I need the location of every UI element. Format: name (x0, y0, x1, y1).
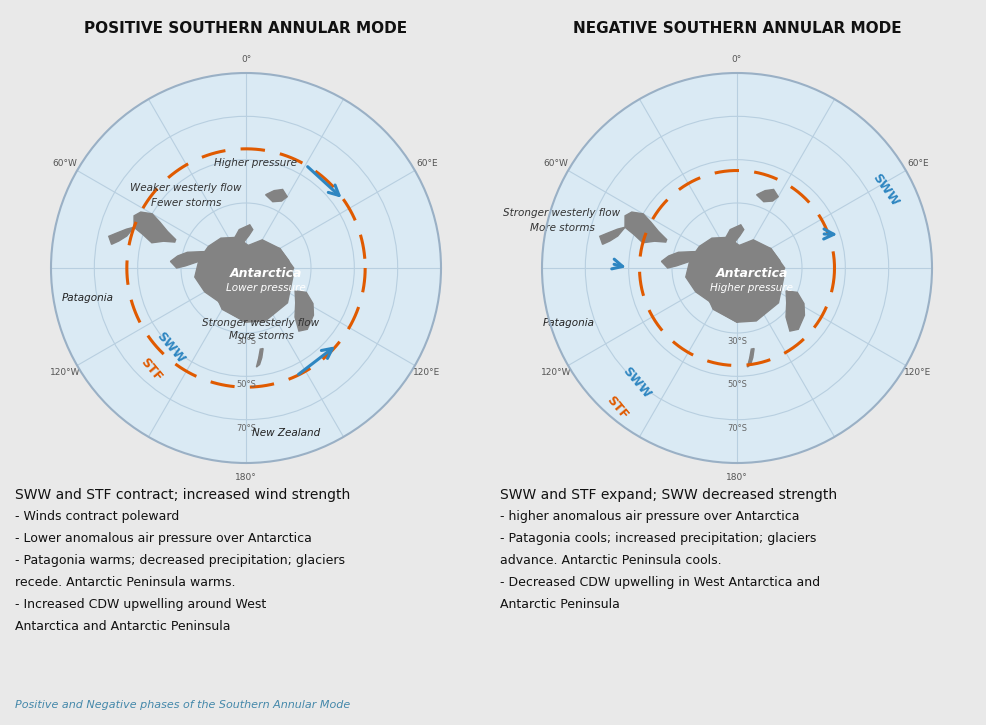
Text: - Winds contract poleward: - Winds contract poleward (15, 510, 179, 523)
Text: STF: STF (603, 394, 630, 422)
Text: 30°S: 30°S (727, 337, 747, 346)
Text: SWW and STF contract; increased wind strength: SWW and STF contract; increased wind str… (15, 488, 350, 502)
Text: 60°W: 60°W (543, 159, 569, 168)
Text: Fewer storms: Fewer storms (151, 198, 221, 208)
Text: Patagonia: Patagonia (543, 318, 595, 328)
Text: Stronger westerly flow: Stronger westerly flow (504, 208, 620, 218)
Text: 70°S: 70°S (727, 423, 747, 433)
Text: Antarctic Peninsula: Antarctic Peninsula (500, 598, 620, 611)
Text: 60°E: 60°E (907, 159, 929, 168)
Polygon shape (203, 240, 294, 322)
Text: Antarctica and Antarctic Peninsula: Antarctica and Antarctic Peninsula (15, 620, 231, 633)
Text: STF: STF (138, 356, 165, 384)
Polygon shape (256, 349, 263, 367)
Polygon shape (662, 252, 702, 268)
Text: 70°S: 70°S (236, 423, 256, 433)
Polygon shape (295, 291, 314, 331)
Text: 120°W: 120°W (49, 368, 80, 377)
Text: 0°: 0° (241, 54, 251, 64)
Polygon shape (694, 240, 785, 322)
Text: 120°E: 120°E (904, 368, 932, 377)
Text: 180°: 180° (235, 473, 257, 481)
Text: 0°: 0° (732, 54, 742, 64)
Polygon shape (599, 227, 625, 244)
Text: SWW: SWW (620, 365, 654, 401)
Polygon shape (195, 238, 293, 322)
Polygon shape (756, 189, 778, 202)
Text: Stronger westerly flow: Stronger westerly flow (202, 318, 319, 328)
Text: More storms: More storms (229, 331, 294, 341)
Text: - Increased CDW upwelling around West: - Increased CDW upwelling around West (15, 598, 266, 611)
Polygon shape (171, 252, 211, 268)
Text: 50°S: 50°S (236, 381, 256, 389)
Text: recede. Antarctic Peninsula warms.: recede. Antarctic Peninsula warms. (15, 576, 236, 589)
Text: 180°: 180° (726, 473, 747, 481)
Text: SWW: SWW (870, 171, 901, 209)
Text: 120°E: 120°E (413, 368, 441, 377)
Polygon shape (686, 238, 784, 322)
Text: 60°W: 60°W (52, 159, 78, 168)
Polygon shape (786, 291, 805, 331)
Text: Weaker westerly flow: Weaker westerly flow (130, 183, 242, 193)
Polygon shape (108, 227, 134, 244)
Circle shape (51, 73, 441, 463)
Text: Patagonia: Patagonia (62, 293, 114, 303)
Text: 120°W: 120°W (540, 368, 571, 377)
Text: Higher pressure: Higher pressure (215, 158, 298, 168)
Polygon shape (747, 349, 754, 367)
Text: More storms: More storms (529, 223, 595, 233)
Text: Higher pressure: Higher pressure (711, 283, 794, 293)
Text: POSITIVE SOUTHERN ANNULAR MODE: POSITIVE SOUTHERN ANNULAR MODE (85, 20, 407, 36)
Text: - Patagonia warms; decreased precipitation; glaciers: - Patagonia warms; decreased precipitati… (15, 554, 345, 567)
Polygon shape (726, 225, 743, 242)
Text: SWW: SWW (154, 330, 187, 366)
Text: Positive and Negative phases of the Southern Annular Mode: Positive and Negative phases of the Sout… (15, 700, 350, 710)
Polygon shape (625, 212, 667, 243)
Text: advance. Antarctic Peninsula cools.: advance. Antarctic Peninsula cools. (500, 554, 722, 567)
Text: 30°S: 30°S (236, 337, 256, 346)
Text: New Zealand: New Zealand (251, 428, 320, 438)
Text: Lower pressure: Lower pressure (226, 283, 306, 293)
Text: 60°E: 60°E (416, 159, 438, 168)
Text: - higher anomalous air pressure over Antarctica: - higher anomalous air pressure over Ant… (500, 510, 800, 523)
Text: - Decreased CDW upwelling in West Antarctica and: - Decreased CDW upwelling in West Antarc… (500, 576, 820, 589)
Polygon shape (265, 189, 287, 202)
Text: Antarctica: Antarctica (716, 267, 788, 280)
Text: Antarctica: Antarctica (230, 267, 302, 280)
Polygon shape (235, 225, 252, 242)
Text: NEGATIVE SOUTHERN ANNULAR MODE: NEGATIVE SOUTHERN ANNULAR MODE (573, 20, 901, 36)
Circle shape (542, 73, 932, 463)
Text: SWW and STF expand; SWW decreased strength: SWW and STF expand; SWW decreased streng… (500, 488, 837, 502)
Text: - Lower anomalous air pressure over Antarctica: - Lower anomalous air pressure over Anta… (15, 532, 312, 545)
Polygon shape (134, 212, 176, 243)
Text: 50°S: 50°S (727, 381, 747, 389)
Text: - Patagonia cools; increased precipitation; glaciers: - Patagonia cools; increased precipitati… (500, 532, 816, 545)
